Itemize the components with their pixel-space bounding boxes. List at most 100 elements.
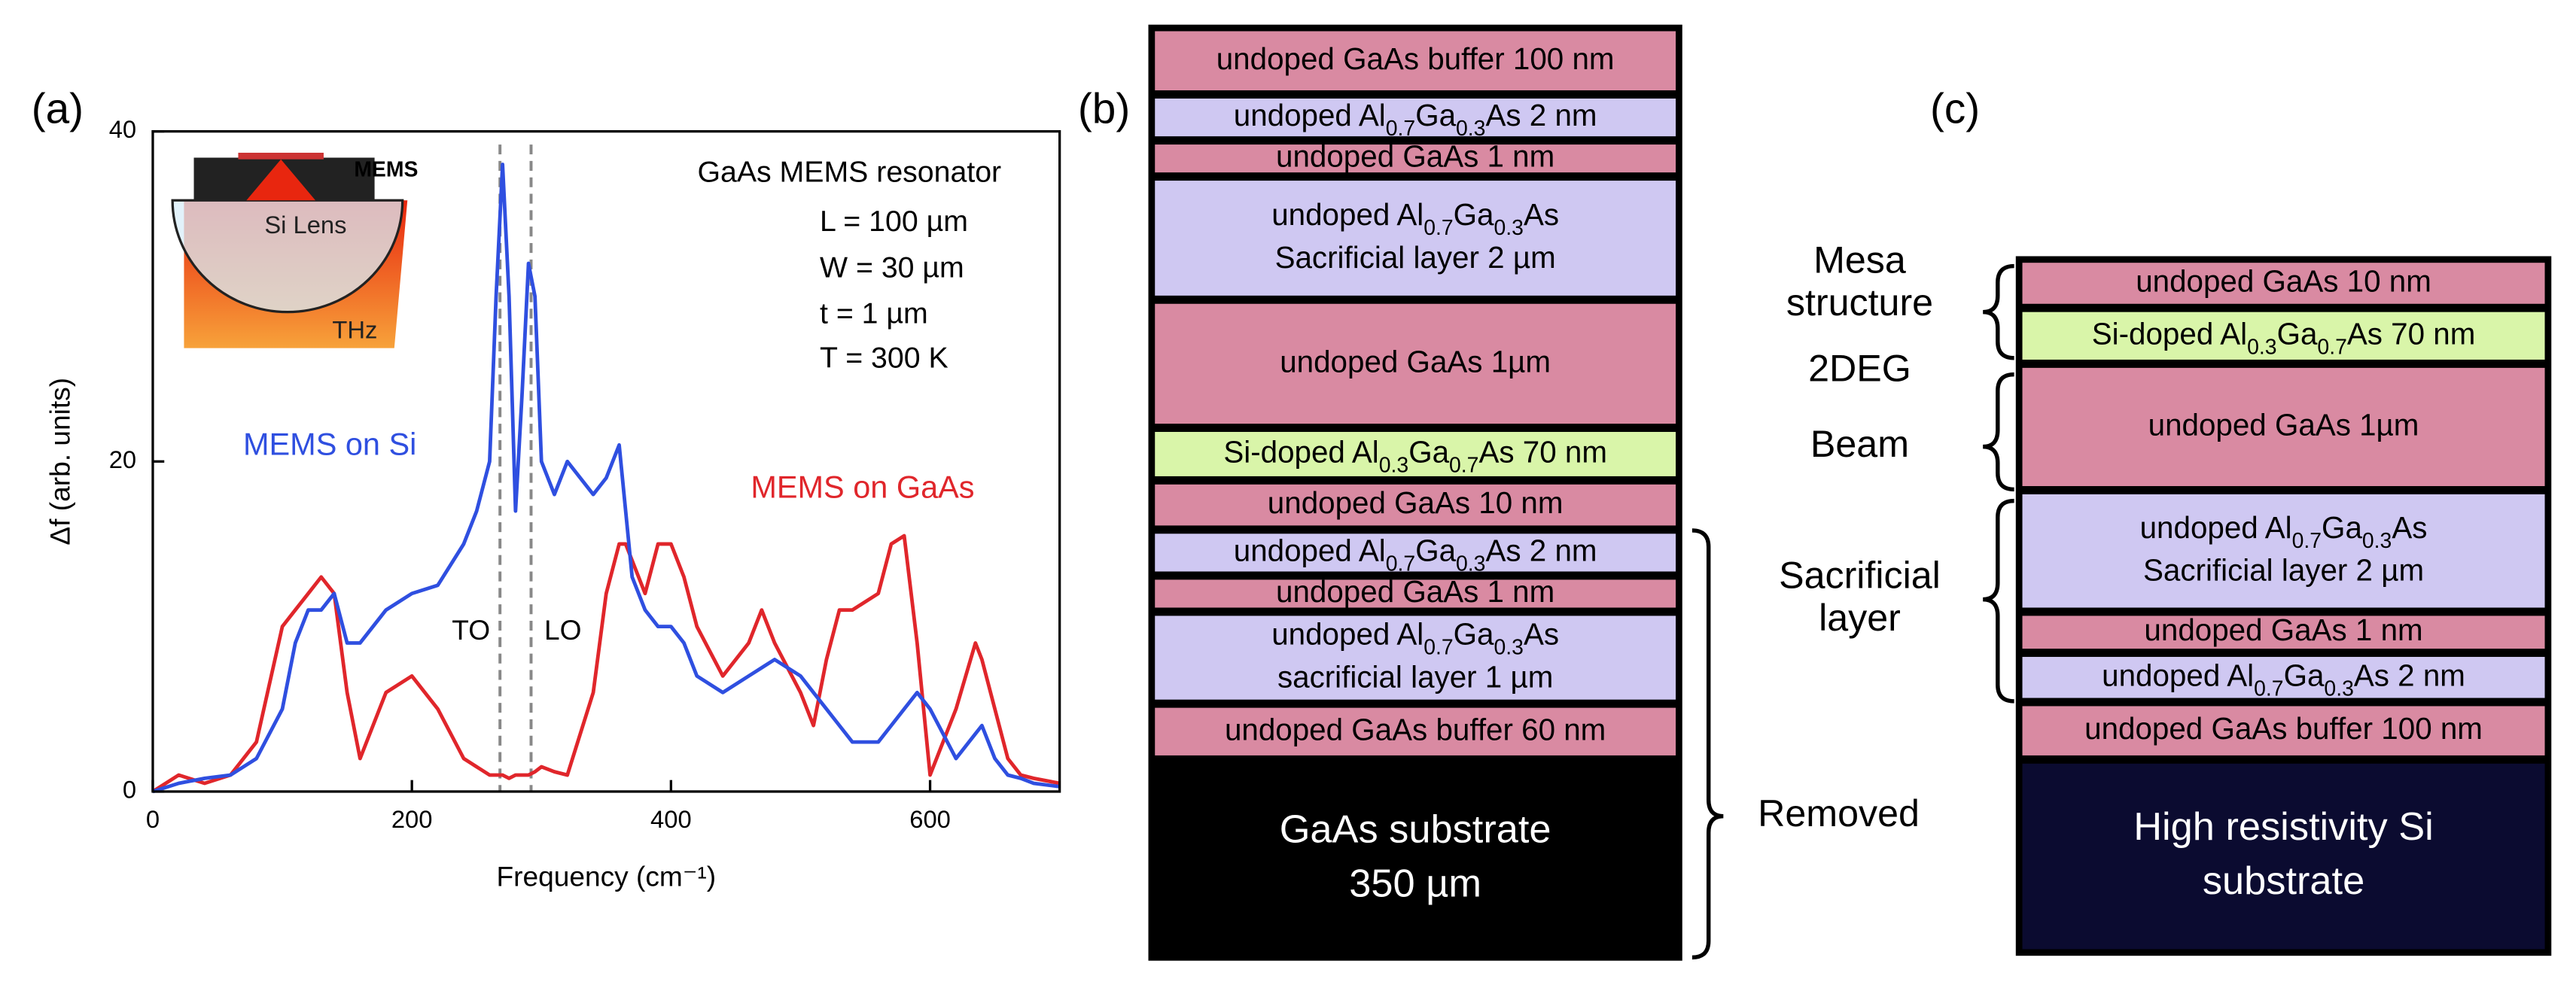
subscript: 0.7 [1449, 453, 1478, 477]
text-run: undoped GaAs buffer 100 nm [1216, 41, 1615, 75]
x-tick-label: 0 [146, 805, 160, 833]
text-run: GaAs substrate [1280, 807, 1551, 851]
layer-label: undoped GaAs 1 nm [2144, 613, 2422, 647]
panel-label: (a) [32, 85, 84, 132]
mems-electrode [238, 152, 324, 160]
layer [1153, 430, 1678, 479]
layer [2020, 261, 2547, 306]
y-tick-label: 40 [109, 115, 136, 143]
subscript: 0.3 [2247, 335, 2276, 359]
bracket [1982, 372, 2014, 492]
series-label: MEMS on Si [243, 427, 416, 462]
text-run: Si-doped Al [2092, 316, 2247, 351]
text-run: As [2392, 510, 2427, 545]
x-axis-label: Frequency (cm⁻¹) [496, 860, 716, 892]
text-run: 350 µm [1349, 862, 1481, 905]
layer [2020, 704, 2547, 758]
side-label: Sacrificial [1779, 554, 1941, 596]
plot-frame [151, 129, 1061, 793]
layer [1153, 761, 1678, 956]
inset-label: MEMS [354, 157, 418, 181]
panel-label: (c) [1930, 85, 1980, 132]
annotation: GaAs MEMS resonator [697, 156, 1001, 189]
bracket-label: Removed [1758, 792, 1920, 834]
annotation: T = 300 K [820, 341, 948, 374]
layer-label: undoped GaAs 1µm [2148, 407, 2419, 442]
panel-label: (b) [1078, 85, 1130, 132]
side-label: layer [1819, 597, 1901, 639]
focus-cone [246, 159, 316, 201]
layer [2020, 655, 2547, 700]
text-run: Ga [1408, 434, 1449, 469]
text-run: Ga [2322, 510, 2362, 545]
layer-label: Sacrificial layer 2 µm [2143, 552, 2424, 587]
layer-label: undoped Al0.7Ga0.3As [1271, 197, 1559, 240]
subscript: 0.3 [1456, 552, 1485, 576]
annotation: W = 30 µm [820, 251, 964, 284]
text-run: undoped GaAs buffer 60 nm [1225, 712, 1606, 746]
layer [1153, 578, 1678, 609]
layer-label: High resistivity Si [2133, 805, 2434, 849]
inset-label: THz [332, 316, 377, 344]
text-run: undoped GaAs 1 nm [1276, 138, 1554, 173]
layer [1153, 482, 1678, 527]
layer-label: undoped GaAs buffer 100 nm [1216, 41, 1615, 75]
text-run: As 70 nm [2347, 316, 2475, 351]
layer-label: undoped GaAs 1 nm [1276, 138, 1554, 173]
layer [2020, 761, 2547, 951]
bracket [1982, 263, 2014, 360]
text-run: Ga [1415, 98, 1456, 132]
text-run: As 2 nm [1485, 98, 1597, 132]
data-line [152, 163, 1060, 794]
x-tick-label: 200 [391, 805, 433, 833]
layer-label: undoped Al0.7Ga0.3As [2140, 510, 2428, 553]
layer-label: undoped Al0.7Ga0.3As 2 nm [1234, 533, 1597, 576]
layer [1153, 532, 1678, 573]
layer-label: undoped GaAs 10 nm [1268, 485, 1564, 520]
layer-label: undoped Al0.7Ga0.3As 2 nm [1234, 98, 1597, 141]
text-run: undoped GaAs 10 nm [1268, 485, 1564, 520]
text-run: undoped Al [2102, 658, 2254, 692]
annotation: L = 100 µm [820, 205, 968, 238]
layer-label: undoped GaAs 1µm [1280, 344, 1551, 378]
layer-label: undoped GaAs 1 nm [1276, 574, 1554, 609]
text-run: Sacrificial layer 2 µm [1275, 240, 1556, 275]
text-run: undoped GaAs 1µm [2148, 407, 2419, 442]
text-run: As 2 nm [2354, 658, 2465, 692]
subscript: 0.7 [2317, 335, 2346, 359]
layer [1153, 706, 1678, 758]
annotation: t = 1 µm [820, 296, 928, 330]
layer [2020, 310, 2547, 362]
inset [171, 152, 408, 348]
si-lens [171, 199, 404, 314]
side-label: Mesa [1813, 239, 1906, 281]
subscript: 0.3 [1494, 635, 1524, 659]
reference-label: LO [544, 614, 581, 646]
text-run: undoped GaAs 1 nm [1276, 574, 1554, 609]
text-run: substrate [2203, 859, 2364, 903]
text-run: As 2 nm [1485, 533, 1597, 567]
layer [1153, 142, 1678, 175]
text-run: undoped GaAs 1µm [1280, 344, 1551, 378]
subscript: 0.7 [1386, 552, 1415, 576]
text-run: Ga [2277, 316, 2318, 351]
layer-label: Si-doped Al0.3Ga0.7As 70 nm [2092, 316, 2476, 359]
layer-label: substrate [2203, 859, 2364, 903]
text-run: High resistivity Si [2133, 805, 2434, 849]
layer [2020, 614, 2547, 651]
text-run: undoped GaAs 10 nm [2136, 263, 2431, 298]
subscript: 0.3 [2362, 528, 2392, 552]
subscript: 0.7 [1386, 117, 1415, 141]
text-run: As [1524, 197, 1559, 232]
text-run: Ga [2284, 658, 2325, 692]
layer [1153, 178, 1678, 298]
text-run: undoped Al [1234, 98, 1386, 132]
layer-label: undoped GaAs buffer 60 nm [1225, 712, 1606, 746]
layer-label: Sacrificial layer 2 µm [1275, 240, 1556, 275]
layer-label: undoped GaAs buffer 100 nm [2084, 711, 2483, 746]
layer [1153, 29, 1678, 93]
layer [1153, 96, 1678, 138]
subscript: 0.3 [1379, 453, 1408, 477]
y-tick-label: 20 [109, 445, 136, 473]
